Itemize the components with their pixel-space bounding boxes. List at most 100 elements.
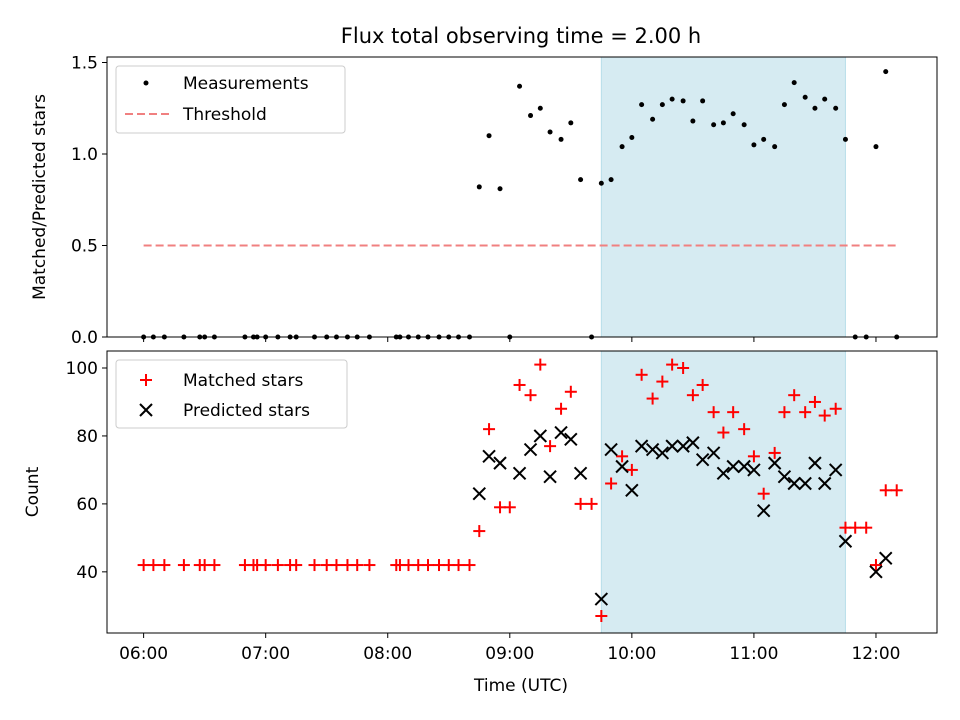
top-legend: Measurements Threshold <box>115 65 346 134</box>
bottom-highlight-span <box>600 350 846 634</box>
measurement-point <box>517 83 523 89</box>
measurement-point <box>558 136 564 142</box>
matched-star-marker <box>483 423 496 436</box>
matched-stars-points <box>137 358 903 623</box>
chart-title: Flux total observing time = 2.00 h <box>341 24 701 48</box>
matched-star-marker <box>738 423 751 436</box>
predicted-star-marker <box>604 442 618 457</box>
matched-star-marker <box>595 610 608 623</box>
matched-star-marker <box>747 450 760 463</box>
matched-star-marker <box>768 446 781 459</box>
predicted-star-marker <box>798 476 812 491</box>
predicted-star-marker <box>808 456 822 470</box>
measurement-point <box>639 102 645 108</box>
legend-threshold-label: Threshold <box>182 105 267 125</box>
measurement-point <box>741 122 747 128</box>
predicted-star-marker <box>472 486 486 501</box>
matched-star-marker <box>534 358 547 371</box>
matched-star-marker <box>808 395 821 408</box>
matched-star-marker <box>860 521 873 534</box>
bottom-panel: 06:00 07:00 08:00 09:00 10:00 11:00 12:00 40 60… <box>23 350 938 696</box>
matched-star-marker <box>147 559 160 572</box>
matched-star-marker <box>616 450 629 463</box>
predicted-star-marker <box>777 470 792 484</box>
measurement-point <box>497 186 503 192</box>
measurement-point <box>486 133 492 139</box>
matched-star-marker <box>208 559 221 572</box>
predicted-star-marker <box>554 425 568 440</box>
matched-star-marker <box>564 385 577 398</box>
x-tick-label: 11:00 <box>729 644 778 664</box>
matched-star-marker <box>585 497 598 510</box>
top-x-ticks <box>143 337 877 342</box>
predicted-star-marker <box>787 476 801 491</box>
matched-star-marker <box>727 406 740 419</box>
measurement-point <box>833 105 839 111</box>
measurement-point <box>720 120 726 126</box>
bottom-y-tick-label: 80 <box>76 427 98 447</box>
predicted-star-marker <box>716 466 731 481</box>
predicted-star-marker <box>695 453 710 467</box>
predicted-star-marker <box>655 446 670 460</box>
matched-star-marker <box>625 463 638 476</box>
measurement-point <box>883 69 889 75</box>
matched-star-marker <box>707 406 720 419</box>
matched-star-marker <box>686 389 699 402</box>
matched-star-marker <box>677 361 690 374</box>
matched-star-marker <box>463 559 476 572</box>
top-legend-box <box>115 65 346 134</box>
legend-matched-label: Matched stars <box>183 371 303 391</box>
measurement-point <box>690 118 696 124</box>
top-y-tick-label: 0.5 <box>71 236 98 256</box>
predicted-star-marker <box>828 463 843 477</box>
matched-star-marker <box>635 368 648 381</box>
matched-star-marker <box>574 497 587 510</box>
measurement-point <box>476 184 482 190</box>
matched-star-marker <box>363 559 376 572</box>
matched-star-marker <box>452 559 465 572</box>
matched-star-marker <box>351 559 364 572</box>
predicted-star-marker <box>482 449 496 464</box>
predicted-star-marker <box>817 476 832 491</box>
matched-star-marker <box>513 378 526 391</box>
x-tick-label: 10:00 <box>607 644 656 664</box>
matched-star-marker <box>177 559 190 572</box>
matched-star-marker <box>757 487 770 500</box>
matched-star-marker <box>818 409 831 422</box>
measurement-point <box>730 111 736 117</box>
bottom-y-ticks: 40 60 80 100 <box>66 359 107 583</box>
legend-measurements-marker <box>143 80 149 86</box>
measurement-point <box>791 80 797 86</box>
measurement-point <box>711 122 717 128</box>
matched-star-marker <box>696 378 709 391</box>
predicted-stars-points <box>472 425 893 606</box>
legend-predicted-marker <box>139 403 153 417</box>
top-y-tick-label: 1.5 <box>71 53 98 73</box>
matched-star-marker <box>330 559 343 572</box>
bottom-y-tick-label: 40 <box>76 563 98 583</box>
x-tick-label: 06:00 <box>119 644 168 664</box>
predicted-star-marker <box>645 442 660 457</box>
matched-star-marker <box>890 484 903 497</box>
matched-star-marker <box>422 559 435 572</box>
predicted-star-marker <box>726 459 740 474</box>
measurement-point <box>629 135 635 141</box>
matched-star-marker <box>555 402 568 415</box>
measurement-point <box>650 116 656 122</box>
predicted-star-marker <box>706 446 721 460</box>
predicted-star-marker <box>573 466 588 481</box>
predicted-star-marker <box>543 470 557 484</box>
measurement-point <box>761 136 767 142</box>
measurement-point <box>680 98 686 104</box>
predicted-star-marker <box>523 442 538 457</box>
top-y-ticks: 0.0 0.5 1.0 1.5 <box>71 53 107 348</box>
top-panel: 0.0 0.5 1.0 1.5 Matched/Predicted stars Mea… <box>30 53 938 348</box>
bottom-legend-box <box>115 359 348 429</box>
measurement-point <box>537 105 543 111</box>
measurement-point <box>873 144 879 150</box>
bottom-legend: Matched stars Predicted stars <box>115 359 348 429</box>
top-axes-frame <box>106 56 938 338</box>
measurement-point <box>608 177 614 183</box>
predicted-star-marker <box>767 456 782 470</box>
